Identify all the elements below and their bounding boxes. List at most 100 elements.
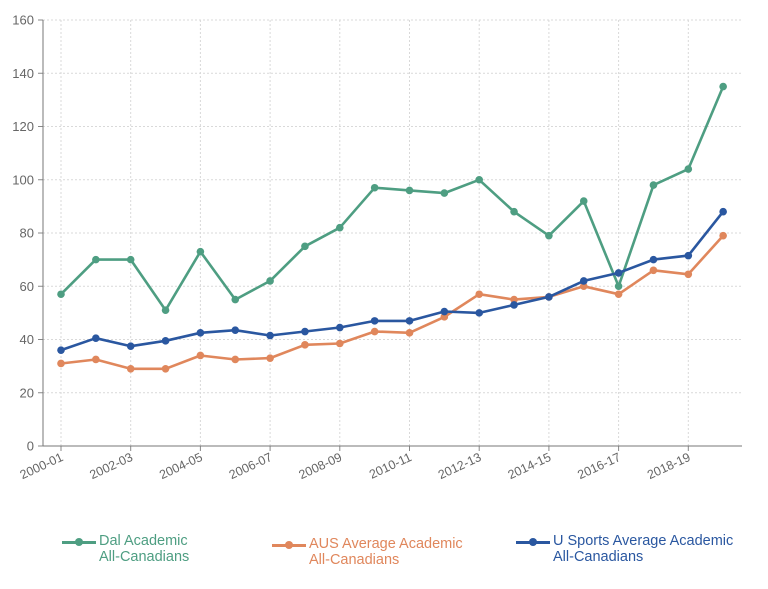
data-point [161,306,170,315]
data-point [196,329,205,337]
data-point [684,270,693,279]
data-point [301,327,309,336]
x-tick-label: 2012-13 [436,450,484,482]
data-point [336,339,344,348]
data-point [510,295,518,304]
axes [38,19,742,451]
data-point [126,364,135,373]
x-tick-label: 2006-07 [227,450,275,482]
legend-item-aus: AUS Average Academic All-Canadians [272,536,463,568]
data-point [440,189,449,197]
legend-label-line: All-Canadians [309,552,400,568]
data-point [545,231,553,240]
y-tick-label: 140 [12,66,34,81]
data-point [57,346,65,354]
y-tick-label: 40 [20,332,34,347]
x-tick-label: 2000-01 [18,450,66,482]
x-tick-label: 2018-19 [645,450,693,482]
y-tick-label: 100 [12,172,34,187]
data-point [370,327,379,336]
data-point [440,313,449,321]
data-point [440,307,449,316]
data-point [719,207,727,216]
data-point [614,282,623,291]
legend-label-line: All-Canadians [99,549,190,565]
data-point [719,231,727,240]
legend-item-dal: Dal Academic All-Canadians [62,533,189,565]
data-point [475,309,484,317]
legend-label-line: U Sports Average Academic [553,533,734,549]
data-point [649,255,658,264]
data-point [196,247,205,256]
data-point [649,266,658,275]
data-point [231,326,240,334]
data-point [301,341,309,349]
series-2 [57,207,727,354]
data-point [161,337,170,345]
data-point [126,255,135,264]
data-point [57,290,65,299]
legend-label-line: Dal Academic [99,533,188,549]
x-tick-label: 2010-11 [367,450,414,482]
data-point [475,290,484,299]
legend-item-usports: U Sports Average Academic All-Canadians [516,533,733,565]
x-tick-label: 2014-15 [506,450,554,482]
series-line [59,210,725,352]
data-point [649,181,658,189]
data-point [301,242,309,251]
data-point [614,269,623,277]
y-axis-ticks: 0 20 40 60 80 100 120 140 160 [12,13,34,454]
data-point [510,207,518,216]
x-axis-ticks: 2000-01 2002-03 2004-05 2006-07 2008-09 2010-… [18,450,693,482]
data-point [684,165,693,173]
data-point [92,334,100,342]
data-point [370,317,379,325]
data-point [266,277,274,285]
y-tick-label: 120 [12,119,34,134]
x-tick-label: 2008-09 [297,450,345,482]
data-point [579,277,588,285]
data-point [719,82,727,91]
legend-swatch-dal [62,533,96,551]
data-point [92,355,100,364]
data-point [405,317,414,325]
data-point [510,301,518,309]
legend-label-line: AUS Average Academic [309,536,463,552]
series-line [59,85,725,312]
data-point [545,293,553,301]
legend-label-aus: AUS Average Academic All-Canadians [309,536,463,568]
legend-label-usports: U Sports Average Academic All-Canadians [553,533,733,565]
y-tick-label: 0 [27,439,34,454]
data-point [126,342,135,350]
data-point [196,351,205,360]
series-1 [57,231,727,373]
data-point [579,282,588,291]
data-point [92,255,100,264]
data-point [266,354,274,362]
data-point [336,323,344,332]
legend-label-dal: Dal Academic All-Canadians [99,533,189,565]
y-tick-label: 80 [20,226,34,241]
series-line [59,234,725,371]
series-0 [57,82,727,315]
data-point [684,251,693,260]
legend-label-line: All-Canadians [553,549,644,565]
legend-swatch-usports [516,533,550,551]
data-point [370,183,379,192]
data-point [336,223,344,232]
data-point [405,329,414,337]
data-point [405,186,414,195]
data-point [266,331,274,340]
x-tick-label: 2016-17 [575,450,623,482]
data-point [231,295,240,304]
y-tick-label: 160 [12,13,34,28]
grid [43,19,742,446]
x-tick-label: 2002-03 [87,450,135,482]
y-tick-label: 60 [20,279,34,294]
data-point [161,364,170,373]
data-point [231,355,240,364]
data-point [614,290,623,299]
data-point [475,175,484,184]
data-point [579,197,588,205]
x-tick-label: 2004-05 [157,450,205,482]
